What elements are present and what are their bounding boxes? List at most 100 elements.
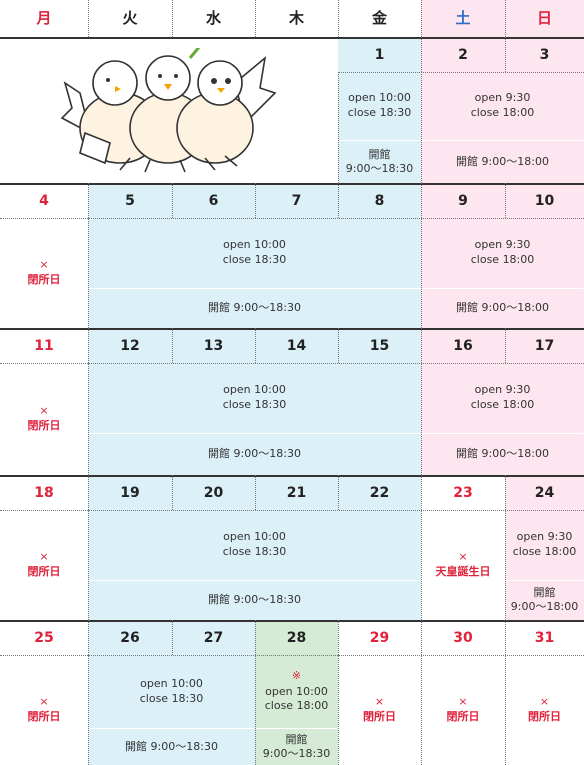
closed-mark: ×	[539, 695, 550, 708]
date: 16	[453, 337, 473, 354]
hours: 開館 9:00〜18:30	[208, 301, 301, 314]
col-divider	[88, 0, 89, 37]
rule	[89, 433, 420, 434]
hours: 9:00〜18:00	[510, 600, 579, 613]
hours-label: 開館	[533, 586, 556, 599]
close-time: close 18:00	[264, 698, 329, 712]
closed-label: 閉所日	[27, 273, 61, 286]
col-divider	[255, 655, 256, 765]
cell-bg	[88, 328, 421, 475]
close-time: close 18:00	[470, 106, 535, 119]
date: 15	[369, 337, 390, 354]
hours-label: 開館	[368, 147, 391, 161]
cell-bg	[421, 37, 584, 183]
col-divider	[338, 72, 339, 183]
cell-bg	[338, 37, 421, 183]
date: 28	[286, 629, 307, 646]
rule	[0, 510, 584, 511]
closed-mark: ×	[458, 695, 468, 708]
date: 19	[120, 484, 140, 501]
col-divider	[421, 72, 422, 183]
rule	[256, 728, 337, 729]
hours: 開館 9:00〜18:30	[125, 739, 218, 753]
date: 5	[125, 192, 135, 209]
date: 30	[453, 629, 473, 646]
date: 13	[203, 337, 224, 354]
rule	[422, 433, 583, 434]
cell-bg	[88, 620, 255, 765]
rule	[506, 580, 583, 581]
close-time: close 18:30	[222, 253, 287, 266]
cell-bg	[421, 0, 584, 37]
col-divider	[88, 655, 89, 765]
col-divider	[505, 655, 506, 765]
closed-mark: ×	[39, 550, 49, 563]
open-time: open 10:00	[223, 383, 286, 396]
hours: 開館 9:00〜18:00	[456, 154, 549, 168]
closed-label: 閉所日	[27, 419, 61, 432]
date: 9	[458, 192, 468, 209]
date: 17	[534, 337, 555, 354]
closed-label: 閉所日	[363, 710, 396, 723]
col-divider	[421, 183, 422, 218]
weekday-header: 月	[36, 9, 52, 27]
rule	[0, 37, 584, 39]
col-divider	[421, 37, 422, 72]
date: 1	[374, 46, 385, 63]
col-divider	[338, 620, 339, 655]
col-divider	[172, 328, 173, 363]
col-divider	[338, 183, 339, 218]
open-time: open 10:00	[265, 684, 328, 698]
col-divider	[338, 655, 339, 765]
col-divider	[172, 620, 173, 655]
col-divider	[505, 328, 506, 363]
col-divider	[172, 475, 173, 510]
col-divider	[255, 620, 256, 655]
open-time: open 10:00	[223, 238, 286, 251]
weekday-header: 火	[122, 9, 138, 27]
open-time: open 9:30	[474, 91, 531, 104]
closed-mark: ×	[374, 695, 385, 708]
date: 24	[534, 484, 555, 501]
open-time: open 10:00	[348, 91, 411, 104]
date: 12	[120, 337, 140, 354]
close-time: close 18:00	[512, 545, 577, 558]
rule	[89, 580, 420, 581]
col-divider	[88, 475, 89, 510]
col-divider	[505, 620, 506, 655]
date: 4	[39, 192, 49, 209]
col-divider	[505, 0, 506, 37]
rule	[0, 475, 584, 477]
open-time: open 9:30	[474, 238, 531, 251]
rule	[89, 728, 254, 729]
date: 27	[203, 629, 224, 646]
col-divider	[88, 328, 89, 363]
rule	[0, 218, 584, 219]
col-divider	[88, 218, 89, 328]
col-divider	[88, 620, 89, 655]
hours: 開館 9:00〜18:30	[208, 447, 301, 460]
col-divider	[172, 0, 173, 37]
cell-bg	[421, 328, 584, 475]
weekday-header: 土	[455, 9, 471, 27]
hours: 開館 9:00〜18:00	[456, 447, 549, 460]
col-divider	[421, 620, 422, 655]
open-time: open 9:30	[474, 383, 531, 396]
col-divider	[421, 328, 422, 363]
col-divider	[421, 363, 422, 475]
rule	[0, 183, 584, 185]
open-time: open 10:00	[223, 530, 286, 543]
col-divider	[421, 655, 422, 765]
weekday-header: 日	[536, 9, 552, 27]
col-divider	[338, 328, 339, 363]
hours: 開館 9:00〜18:30	[208, 593, 301, 606]
hours: 9:00〜18:30	[345, 161, 414, 175]
rule	[0, 655, 584, 656]
hours-label: 開館	[285, 732, 308, 746]
col-divider	[421, 475, 422, 510]
rule	[0, 620, 584, 622]
col-divider	[88, 363, 89, 475]
date: 3	[539, 46, 550, 63]
closed-label: 閉所日	[27, 710, 61, 723]
